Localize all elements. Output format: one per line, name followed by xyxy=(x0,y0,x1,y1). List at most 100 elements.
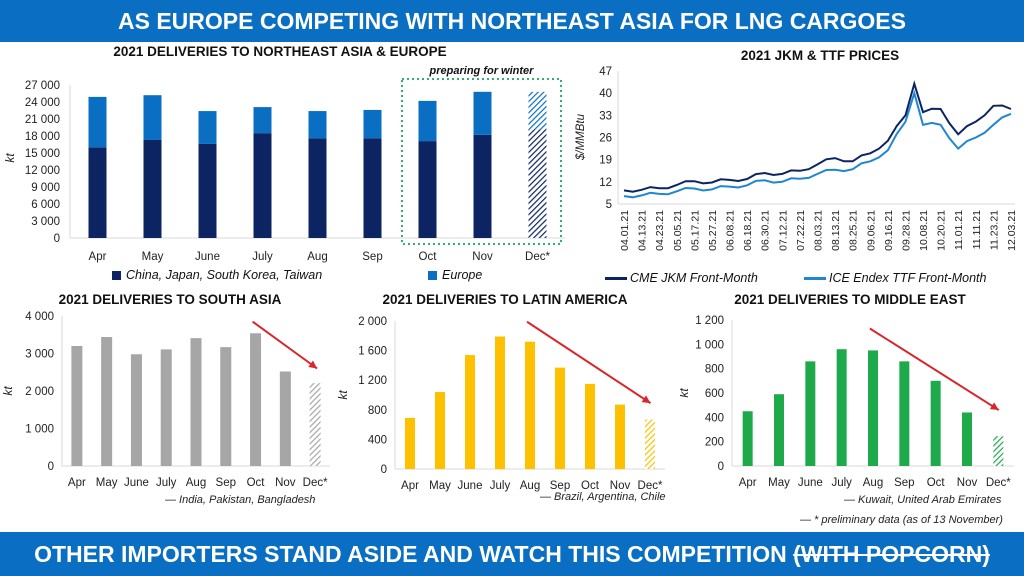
bar-Apr xyxy=(405,417,415,469)
bar-Sep xyxy=(220,347,232,466)
arrowhead-icon xyxy=(989,402,999,411)
arrowhead-icon xyxy=(308,360,318,369)
y-tick-label: 800 xyxy=(368,405,387,417)
x-tick-label: 05.27.21 xyxy=(707,210,719,251)
legend-line-jkm xyxy=(605,276,627,280)
x-tick-label: 05.17.21 xyxy=(689,210,701,251)
x-tick-label: 08.03.21 xyxy=(813,210,825,251)
y-tick-label: 0 xyxy=(54,233,60,245)
x-tick-label: 10.20.21 xyxy=(936,210,948,251)
x-tick-label: 12.03.21 xyxy=(1006,210,1018,251)
trend-arrow xyxy=(526,320,652,404)
x-tick-label: Aug xyxy=(186,477,206,489)
y-axis-label: $/MMBtu xyxy=(575,113,587,161)
legend-item-ttf: ICE Endex TTF Front-Month xyxy=(804,271,986,285)
x-tick-label: Oct xyxy=(581,480,600,492)
bar-Aug xyxy=(190,338,202,466)
bar-Apr xyxy=(71,346,83,466)
x-tick-label: 11.01.21 xyxy=(953,210,965,250)
arrowhead-icon xyxy=(641,395,651,404)
bar-July xyxy=(495,336,505,469)
bar-europe-May xyxy=(143,95,162,140)
y-tick-label: 1 600 xyxy=(358,346,387,358)
x-tick-label: June xyxy=(798,477,823,489)
y-axis-label: kt xyxy=(1,386,15,396)
x-tick-label: 11.23.21 xyxy=(988,210,1000,250)
x-tick-label: 05.05.21 xyxy=(672,210,684,251)
x-tick-label: 06.08.21 xyxy=(725,210,737,251)
y-tick-label: 40 xyxy=(599,88,612,100)
bar-Nov xyxy=(962,412,972,466)
bar-asia-Dec xyxy=(528,129,547,238)
x-tick-label: Nov xyxy=(275,477,296,489)
legend-item-asia: China, Japan, South Korea, Taiwan xyxy=(112,268,322,282)
bar-Oct xyxy=(250,333,262,466)
legend-item-jkm: CME JKM Front-Month xyxy=(605,271,758,285)
y-tick-label: 400 xyxy=(368,434,387,446)
x-tick-label: 04.13.21 xyxy=(637,210,649,251)
y-tick-label: 24 000 xyxy=(25,97,60,109)
y-tick-label: 1 200 xyxy=(695,315,724,327)
x-tick-label: 09.06.21 xyxy=(865,210,877,251)
bar-July xyxy=(836,349,847,466)
y-axis-label: kt xyxy=(3,153,17,163)
bar-europe-Apr xyxy=(88,96,107,148)
header-banner: AS EUROPE COMPETING WITH NORTHEAST ASIA … xyxy=(0,0,1024,42)
x-tick-label: Apr xyxy=(68,477,86,489)
bar-asia-Apr xyxy=(88,147,107,238)
y-tick-label: 6 000 xyxy=(31,199,60,211)
x-tick-label: July xyxy=(252,251,273,263)
bar-Oct xyxy=(930,380,941,466)
legend-item-europe: Europe xyxy=(428,268,482,282)
x-tick-label: Dec* xyxy=(638,480,663,492)
line-ttf xyxy=(623,89,1012,199)
bar-Nov xyxy=(279,371,291,466)
bar-Sep xyxy=(555,367,565,469)
x-tick-label: Dec* xyxy=(525,251,550,263)
bar-europe-Sep xyxy=(363,109,382,139)
bar-June xyxy=(130,354,142,466)
y-tick-label: 21 000 xyxy=(25,114,60,126)
x-tick-label: May xyxy=(142,251,164,263)
x-tick-label: Nov xyxy=(472,251,493,263)
annotation-preparing-for-winter: preparing for winter xyxy=(429,65,535,77)
x-tick-label: Apr xyxy=(739,477,757,489)
y-axis-label: kt xyxy=(336,390,350,400)
y-tick-label: 19 xyxy=(599,155,612,167)
y-tick-label: 2 000 xyxy=(25,386,54,398)
chart-title-latin-america: 2021 DELIVERIES TO LATIN AMERICA xyxy=(382,292,628,307)
x-tick-label: Sep xyxy=(362,251,382,263)
y-tick-label: 12 000 xyxy=(25,165,60,177)
bar-Dec xyxy=(993,436,1004,466)
x-tick-label: 06.30.21 xyxy=(760,210,772,251)
subtitle-middle-east: — Kuwait, United Arab Emirates xyxy=(844,494,1002,506)
bar-May xyxy=(774,394,784,466)
x-tick-label: 08.13.21 xyxy=(830,210,842,251)
y-tick-label: 27 000 xyxy=(25,80,60,92)
x-tick-label: Dec* xyxy=(986,477,1011,489)
footer-strike-text: (WITH POPCORN) xyxy=(793,541,990,567)
chart-middle-east: 0 200 400 600 800 1 000 1 200 kt Apr May June July A… xyxy=(680,315,1014,489)
x-tick-label: June xyxy=(458,480,483,492)
bar-June xyxy=(465,355,475,469)
y-tick-label: 26 xyxy=(599,133,612,145)
legend-label-ttf: ICE Endex TTF Front-Month xyxy=(829,271,987,285)
x-tick-label: Oct xyxy=(419,251,438,263)
chart-title-northeast-asia-europe: 2021 DELIVERIES TO NORTHEAST ASIA & EURO… xyxy=(113,44,447,59)
legend-label-jkm: CME JKM Front-Month xyxy=(630,271,758,285)
legend-line-ttf xyxy=(804,276,826,280)
y-tick-label: 47 xyxy=(599,66,612,78)
y-tick-label: 3 000 xyxy=(25,349,54,361)
x-tick-label: 04.01.21 xyxy=(619,210,631,251)
legend-label-europe: Europe xyxy=(442,268,483,282)
y-tick-label: 200 xyxy=(705,437,724,449)
legend-label-asia: China, Japan, South Korea, Taiwan xyxy=(126,268,323,282)
y-tick-label: 0 xyxy=(718,461,724,473)
x-tick-label: Oct xyxy=(927,477,946,489)
trend-arrow xyxy=(869,327,1000,411)
chart-south-asia: 0 1 000 2 000 3 000 4 000 kt Apr May June July Aug… xyxy=(1,311,330,489)
footnote-preliminary: — * preliminary data (as of 13 November) xyxy=(800,514,1003,526)
x-tick-label: 07.12.21 xyxy=(777,210,789,251)
bar-asia-June xyxy=(198,143,217,238)
header-title: AS EUROPE COMPETING WITH NORTHEAST ASIA … xyxy=(118,8,906,34)
